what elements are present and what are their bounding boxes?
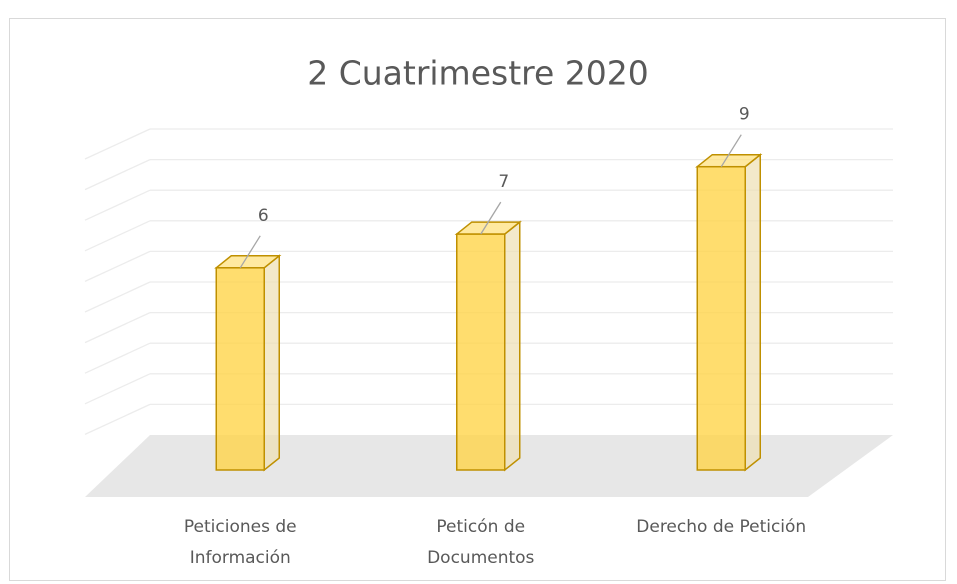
- bar-side: [263, 254, 280, 472]
- data-label: 7: [498, 172, 509, 192]
- data-label: 6: [258, 206, 269, 226]
- bar-side: [744, 153, 761, 472]
- side-grid-line: [84, 220, 151, 252]
- side-grid-line: [84, 373, 151, 405]
- label-line: Información: [190, 548, 291, 568]
- leader-line: [239, 235, 261, 269]
- label-line: Documentos: [427, 548, 534, 568]
- side-grid-line: [84, 281, 151, 313]
- side-grid-line: [84, 403, 151, 435]
- side-grid-line: [84, 159, 151, 191]
- label-line: Peticiones de: [184, 517, 297, 537]
- leader-line: [720, 134, 742, 168]
- x-tick-label: Peticiones de Información: [184, 517, 297, 568]
- label-line: Peticón de: [436, 517, 525, 537]
- x-tick-label: Peticón de Documentos: [427, 517, 534, 568]
- leader-line: [480, 201, 502, 235]
- side-grid-line: [84, 189, 151, 221]
- data-label: 9: [739, 105, 750, 125]
- side-grid-line: [84, 128, 151, 160]
- chart-title: 2 Cuatrimestre 2020: [307, 54, 649, 93]
- side-grid-line: [84, 342, 151, 374]
- x-tick-label: Derecho de Petición: [636, 517, 806, 537]
- bar: [215, 267, 265, 471]
- bar-side: [504, 220, 521, 472]
- side-grid-line: [84, 250, 151, 282]
- side-grid-line: [84, 312, 151, 344]
- bar: [696, 165, 746, 471]
- bar: [456, 233, 506, 471]
